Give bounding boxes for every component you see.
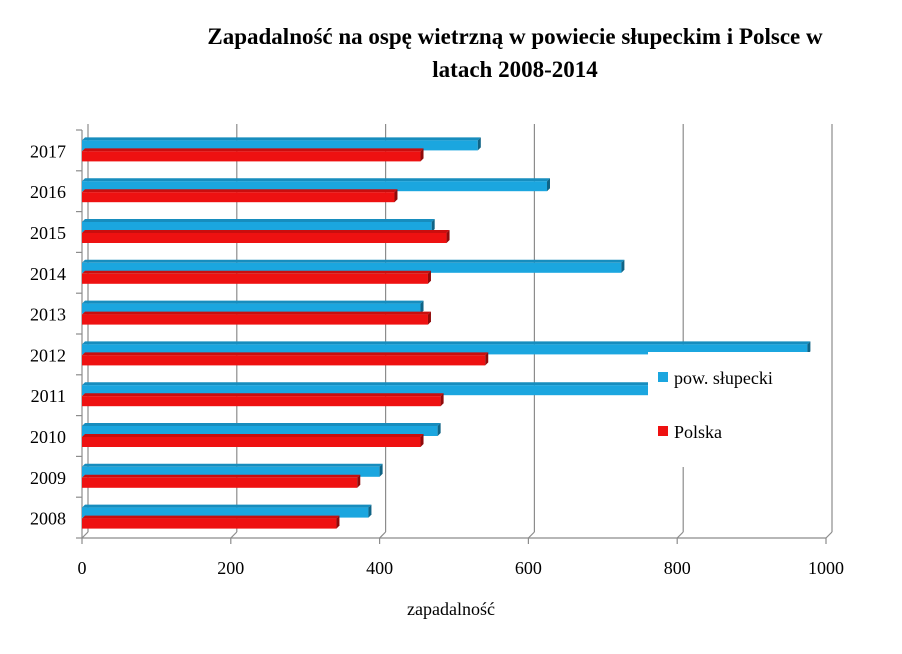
x-tick-label: 0	[78, 558, 87, 578]
bar-end-face	[437, 423, 441, 436]
gridline-foot	[527, 531, 535, 539]
legend: pow. słupecki Polska	[648, 352, 823, 467]
bar-end-face	[485, 352, 489, 366]
bar-top-face	[82, 311, 431, 315]
y-tick-label: 2008	[30, 509, 66, 529]
gridline-foot	[379, 531, 387, 539]
bar-end-face	[420, 300, 424, 314]
bar-pow-s-upecki-2011	[82, 385, 674, 396]
y-tick-label: 2014	[30, 264, 66, 284]
bar-polska-2011	[82, 396, 441, 407]
bar-top-face	[82, 219, 435, 222]
bar-pow-s-upecki-2010	[82, 426, 438, 436]
bar-end-face	[477, 137, 481, 151]
bars	[82, 137, 811, 529]
legend-swatch-pow-slupecki	[658, 372, 668, 382]
chart-title-line1: Zapadalność na ospę wietrzną w powiecie …	[207, 24, 823, 49]
bar-top-face	[82, 189, 398, 193]
bar-pow-s-upecki-2017	[82, 140, 478, 151]
bar-polska-2016	[82, 192, 395, 203]
legend-box	[648, 352, 823, 467]
x-tick-label: 1000	[808, 558, 844, 578]
x-tick-label: 600	[515, 558, 542, 578]
tick-labels: 0 200 400 600 800 1000 2008 2009 2010 2011 2012 201…	[30, 141, 844, 578]
bar-top-face	[82, 382, 677, 386]
bar-end-face	[547, 178, 550, 192]
chart-title-line2: latach 2008-2014	[432, 57, 598, 82]
bar-top-face	[82, 515, 340, 519]
bar-end-face	[336, 515, 340, 529]
bar-top-face	[82, 504, 372, 508]
x-axis-label: zapadalność	[407, 599, 495, 619]
y-tick-label: 2009	[30, 468, 66, 488]
bar-top-face	[82, 341, 811, 345]
bar-top-face	[82, 259, 625, 263]
gridline-foot	[81, 531, 89, 539]
bar-end-face	[807, 341, 811, 355]
bar-polska-2017	[82, 151, 421, 162]
x-tick-label: 400	[366, 558, 393, 578]
bar-end-face	[446, 230, 450, 243]
bar-pow-s-upecki-2009	[82, 466, 380, 477]
y-tick-label: 2010	[30, 427, 66, 447]
bar-end-face	[440, 393, 444, 407]
bar-end-face	[420, 434, 424, 447]
bar-top-face	[82, 137, 481, 141]
bar-top-face	[82, 178, 550, 182]
bar-top-face	[82, 474, 361, 478]
y-tick-label: 2011	[31, 386, 66, 406]
gridline-foot	[676, 531, 684, 539]
bar-polska-2012	[82, 355, 486, 366]
bar-pow-s-upecki-2008	[82, 507, 369, 518]
bar-top-face	[82, 270, 431, 274]
bar-pow-s-upecki-2013	[82, 303, 421, 314]
bar-top-face	[82, 300, 424, 304]
x-tick-label: 800	[664, 558, 691, 578]
bar-top-face	[82, 230, 450, 233]
bar-end-face	[431, 219, 435, 232]
legend-swatch-polska	[658, 426, 668, 436]
bar-polska-2014	[82, 273, 428, 284]
bar-end-face	[621, 259, 625, 273]
bar-end-face	[357, 474, 361, 488]
bar-end-face	[427, 311, 431, 325]
bar-end-face	[379, 463, 383, 477]
bar-end-face	[420, 148, 424, 162]
bar-top-face	[82, 423, 441, 426]
bar-top-face	[82, 434, 424, 437]
bar-pow-s-upecki-2016	[82, 181, 547, 192]
y-tick-label: 2017	[30, 141, 66, 161]
bar-top-face	[82, 463, 383, 467]
bar-pow-s-upecki-2012	[82, 344, 808, 355]
bar-pow-s-upecki-2015	[82, 222, 432, 232]
bar-polska-2015	[82, 233, 447, 243]
gridline-foot	[825, 531, 833, 539]
bar-top-face	[82, 352, 489, 356]
y-tick-label: 2015	[30, 223, 66, 243]
bar-top-face	[82, 148, 424, 152]
y-tick-label: 2012	[30, 345, 66, 365]
bar-top-face	[82, 393, 444, 397]
legend-label-polska: Polska	[674, 422, 722, 442]
y-tick-label: 2016	[30, 182, 66, 202]
y-tick-label: 2013	[30, 305, 66, 325]
bar-polska-2010	[82, 437, 421, 447]
bar-pow-s-upecki-2014	[82, 262, 622, 273]
bar-polska-2013	[82, 314, 428, 325]
gridline-foot	[230, 531, 238, 539]
bar-end-face	[394, 189, 398, 203]
bar-polska-2008	[82, 518, 337, 529]
x-tick-label: 200	[217, 558, 244, 578]
bar-end-face	[368, 504, 372, 518]
bar-end-face	[427, 270, 431, 284]
legend-label-pow-slupecki: pow. słupecki	[674, 368, 773, 388]
bar-polska-2009	[82, 477, 358, 488]
